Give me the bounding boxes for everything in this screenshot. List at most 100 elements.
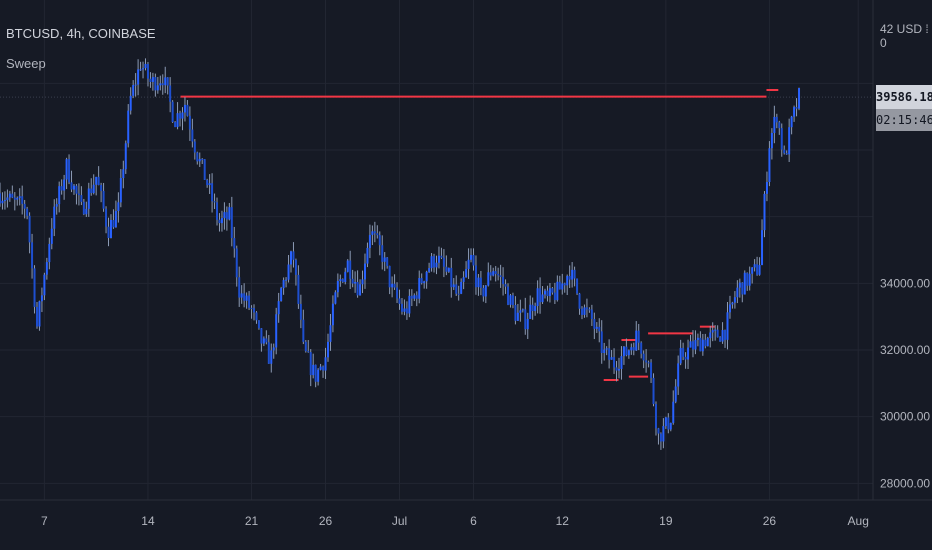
y-tick-label: 30000.00: [880, 410, 930, 424]
candle-body: [174, 122, 177, 128]
candle-body: [109, 220, 112, 239]
candle-body: [63, 179, 66, 191]
candle-body: [620, 356, 623, 369]
candle-body: [80, 195, 83, 202]
candle-body: [588, 309, 591, 311]
indicator-label[interactable]: Sweep: [6, 56, 46, 71]
candle-body: [102, 190, 105, 209]
time-axis[interactable]: 7 14 21 26 Jul 6 12 19 26 Aug: [41, 514, 869, 528]
candle-body: [354, 281, 357, 284]
candle-body: [583, 307, 586, 315]
candle-body: [40, 295, 43, 302]
current-price-tag: 39586.18: [876, 85, 932, 110]
candle-body: [721, 330, 724, 342]
candle-body: [381, 245, 384, 262]
candle-body: [191, 129, 194, 142]
candle-body: [230, 207, 233, 239]
price-axis[interactable]: 28000.00 30000.00 32000.00 34000.00: [880, 276, 930, 490]
x-tick-label: Jul: [392, 514, 407, 528]
candle-body: [650, 362, 653, 378]
candle-body: [763, 193, 766, 231]
candle-body: [694, 340, 697, 350]
candle-body: [610, 357, 613, 360]
candle-body: [423, 281, 426, 284]
candle-body: [8, 193, 11, 198]
candle-body: [396, 287, 399, 299]
candle-body: [223, 212, 226, 219]
candle-body: [600, 331, 603, 354]
candle-body: [336, 281, 339, 293]
candle-body: [90, 188, 93, 194]
candle-body: [179, 113, 182, 119]
candle-body: [576, 278, 579, 294]
candle-body: [465, 269, 468, 278]
candle-body: [68, 159, 71, 183]
candle-body: [585, 307, 588, 310]
candle-body: [391, 283, 394, 288]
candle-body: [778, 122, 781, 129]
candle-body: [114, 211, 117, 228]
candle-body: [578, 293, 581, 309]
candle-body: [388, 265, 391, 288]
candle-body: [302, 319, 305, 342]
candle-body: [657, 428, 660, 434]
candle-body: [31, 242, 34, 269]
candle-body: [410, 295, 413, 299]
candle-body: [706, 338, 709, 347]
candle-body: [45, 262, 48, 275]
candle-body: [132, 85, 135, 96]
candle-body: [75, 185, 78, 194]
candle-body: [489, 272, 492, 276]
candle-body: [672, 401, 675, 423]
candle-body: [719, 337, 722, 342]
candle-body: [482, 287, 485, 297]
candle-body: [72, 185, 75, 190]
candle-body: [70, 182, 73, 190]
candle-body: [711, 330, 714, 333]
candle-body: [795, 107, 798, 109]
candle-body: [146, 63, 149, 79]
candle-body: [359, 284, 362, 296]
candle-body: [159, 83, 162, 86]
candle-body: [181, 112, 184, 119]
candle-body: [788, 127, 791, 155]
candle-body: [433, 256, 436, 268]
bar-countdown-tag: 02:15:46: [876, 109, 932, 132]
candle-body: [741, 282, 744, 295]
candle-body: [571, 269, 574, 280]
candle-body: [558, 281, 561, 290]
candle-body: [728, 304, 731, 313]
candle-body: [447, 267, 450, 272]
candle-body: [457, 293, 460, 295]
candle-body: [95, 176, 98, 185]
currency-label[interactable]: 42 USD ⁞0: [880, 22, 929, 50]
candle-body: [460, 281, 463, 294]
candle-body: [645, 360, 648, 363]
candle-body: [220, 218, 223, 224]
candle-body: [514, 305, 517, 321]
candle-body: [613, 357, 616, 368]
symbol-label[interactable]: BTCUSD, 4h, COINBASE: [6, 26, 156, 41]
candle-body: [684, 356, 687, 360]
candle-body: [378, 235, 381, 246]
candle-body: [603, 349, 606, 354]
candle-body: [43, 274, 46, 296]
candle-body: [625, 346, 628, 356]
candle-body: [455, 284, 458, 294]
candle-body: [198, 158, 201, 162]
candle-body: [260, 328, 263, 344]
candle-body: [398, 298, 401, 304]
candle-body: [87, 188, 90, 209]
candle-body: [738, 282, 741, 288]
candle-body: [733, 297, 736, 303]
candle-body: [166, 77, 169, 86]
candle-body: [307, 351, 310, 353]
candle-body: [793, 107, 796, 117]
candle-body: [326, 341, 329, 358]
candle-body: [193, 141, 196, 153]
candle-body: [751, 267, 754, 274]
candle-body: [297, 274, 300, 304]
candle-body: [798, 88, 801, 109]
candle-body: [640, 342, 643, 354]
